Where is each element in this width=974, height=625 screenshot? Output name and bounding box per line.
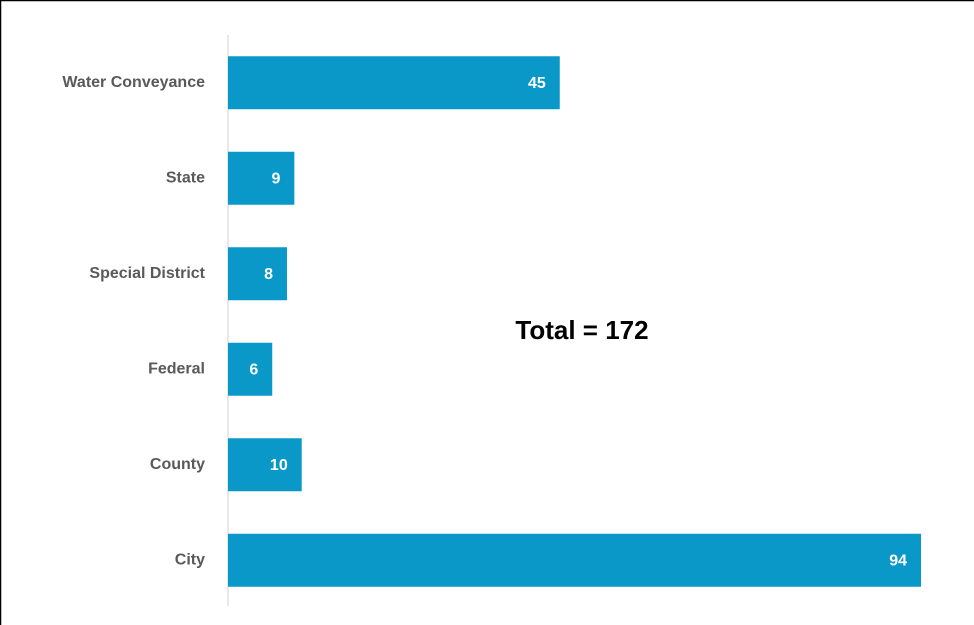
data-label: 94 xyxy=(889,552,907,569)
bar xyxy=(228,56,560,110)
data-label: 8 xyxy=(264,266,273,283)
bar xyxy=(228,247,287,301)
bar xyxy=(228,151,295,205)
y-tick-label: County xyxy=(150,456,205,473)
bar xyxy=(228,533,921,587)
data-label: 9 xyxy=(271,170,280,187)
data-label: 6 xyxy=(249,361,258,378)
data-label: 45 xyxy=(528,75,546,92)
y-tick-label: Special District xyxy=(89,265,205,282)
bar xyxy=(228,438,302,492)
y-tick-label: Federal xyxy=(148,360,205,377)
bar xyxy=(228,342,273,396)
y-tick-label: City xyxy=(175,551,205,568)
annotation: Total = 172 xyxy=(515,315,648,345)
y-tick-label: Water Conveyance xyxy=(62,74,205,91)
data-label: 10 xyxy=(270,457,288,474)
y-tick-label: State xyxy=(166,169,205,186)
